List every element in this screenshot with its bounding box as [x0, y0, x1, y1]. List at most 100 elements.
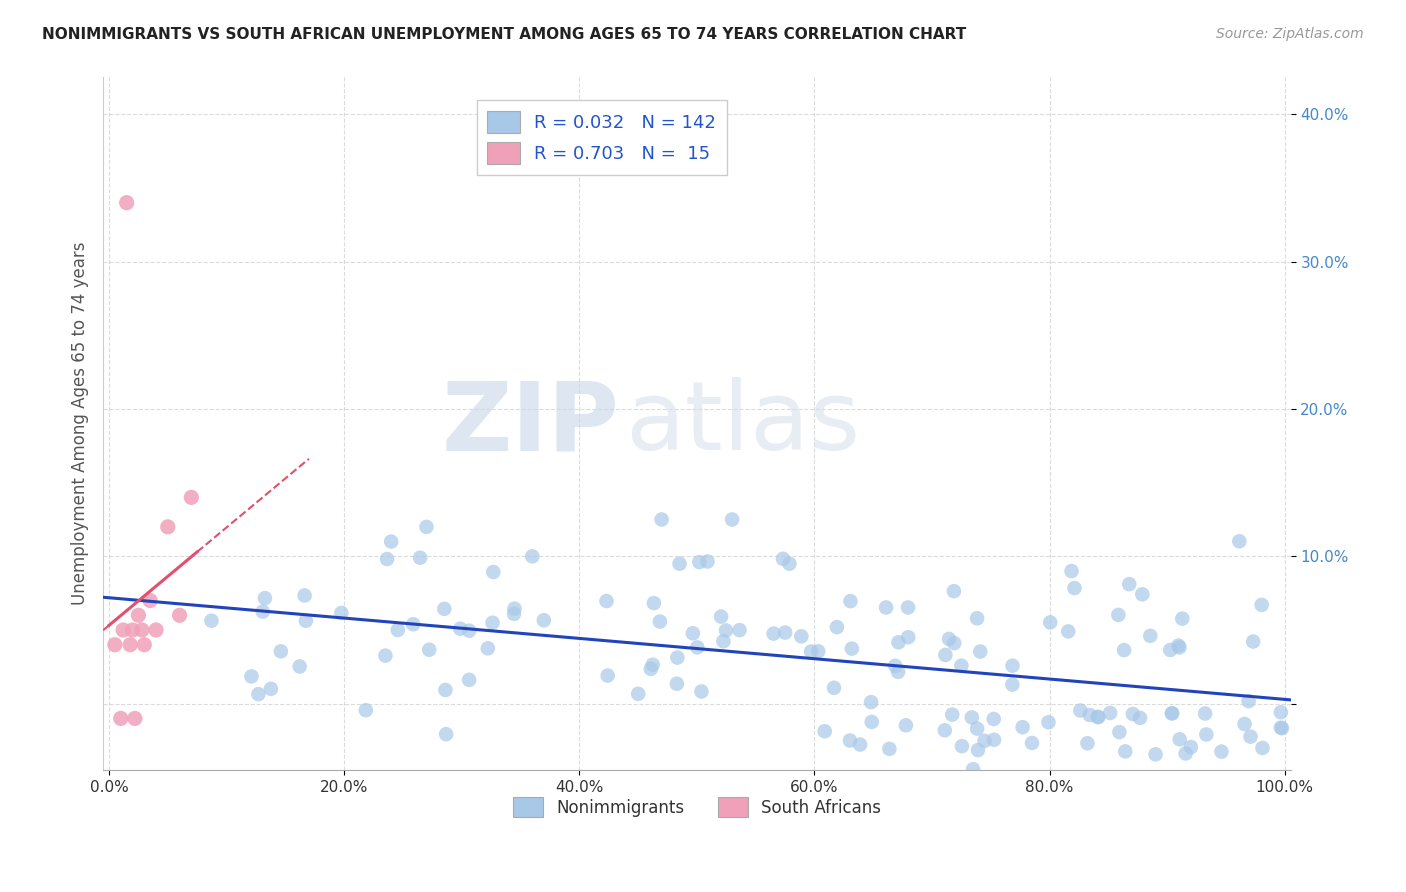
Point — [330, 606, 353, 620]
Point — [200, 614, 222, 628]
Point — [772, 551, 794, 566]
Point — [433, 602, 456, 616]
Point — [104, 638, 127, 652]
Point — [969, 644, 991, 658]
Point — [648, 615, 671, 629]
Point — [640, 662, 662, 676]
Point — [503, 601, 526, 615]
Point — [1144, 747, 1167, 762]
Point — [112, 623, 135, 637]
Point — [943, 636, 966, 650]
Point — [418, 642, 440, 657]
Point — [1129, 711, 1152, 725]
Point — [1241, 634, 1264, 648]
Point — [1227, 534, 1250, 549]
Point — [897, 600, 920, 615]
Point — [839, 733, 862, 747]
Point — [180, 491, 202, 505]
Point — [823, 681, 845, 695]
Point — [409, 550, 432, 565]
Point — [1063, 581, 1085, 595]
Point — [839, 594, 862, 608]
Point — [773, 625, 796, 640]
Text: NONIMMIGRANTS VS SOUTH AFRICAN UNEMPLOYMENT AMONG AGES 65 TO 74 YEARS CORRELATIO: NONIMMIGRANTS VS SOUTH AFRICAN UNEMPLOYM… — [42, 27, 966, 42]
Point — [482, 565, 505, 579]
Point — [1038, 715, 1060, 730]
Point — [894, 718, 917, 732]
Point — [887, 635, 910, 649]
Point — [449, 622, 471, 636]
Point — [1011, 720, 1033, 734]
Point — [1171, 612, 1194, 626]
Point — [402, 617, 425, 632]
Point — [1237, 694, 1260, 708]
Point — [710, 609, 733, 624]
Point — [134, 638, 156, 652]
Point — [814, 724, 837, 739]
Point — [477, 641, 499, 656]
Point — [595, 594, 617, 608]
Point — [1060, 564, 1083, 578]
Point — [156, 520, 179, 534]
Point — [288, 659, 311, 673]
Point — [627, 687, 650, 701]
Point — [533, 613, 555, 627]
Point — [841, 641, 863, 656]
Point — [252, 605, 274, 619]
Point — [762, 626, 785, 640]
Point — [778, 557, 800, 571]
Point — [1021, 736, 1043, 750]
Point — [641, 657, 664, 672]
Point — [941, 707, 963, 722]
Point — [1233, 717, 1256, 731]
Point — [247, 687, 270, 701]
Point — [860, 714, 883, 729]
Point — [1168, 640, 1191, 655]
Point — [110, 711, 132, 725]
Point — [973, 733, 995, 747]
Point — [260, 681, 283, 696]
Point — [962, 762, 984, 776]
Point — [966, 611, 988, 625]
Point — [124, 711, 146, 725]
Point — [139, 593, 162, 607]
Point — [522, 549, 544, 564]
Point — [1194, 706, 1216, 721]
Point — [1001, 677, 1024, 691]
Point — [967, 743, 990, 757]
Point — [1114, 744, 1136, 758]
Point — [380, 534, 402, 549]
Point — [713, 634, 735, 648]
Text: ZIP: ZIP — [441, 377, 620, 470]
Point — [849, 738, 872, 752]
Point — [374, 648, 396, 663]
Point — [1271, 721, 1294, 735]
Point — [115, 195, 138, 210]
Point — [1270, 721, 1292, 735]
Point — [458, 673, 481, 687]
Point — [666, 650, 689, 665]
Point — [714, 624, 737, 638]
Point — [1057, 624, 1080, 639]
Point — [879, 742, 901, 756]
Point — [983, 712, 1005, 726]
Point — [875, 600, 897, 615]
Point — [1270, 706, 1292, 720]
Point — [1195, 727, 1218, 741]
Point — [983, 732, 1005, 747]
Point — [825, 620, 848, 634]
Point — [253, 591, 276, 606]
Point — [1250, 598, 1272, 612]
Point — [375, 552, 398, 566]
Point — [1180, 740, 1202, 755]
Point — [807, 644, 830, 658]
Point — [942, 584, 965, 599]
Point — [1130, 587, 1153, 601]
Point — [434, 727, 457, 741]
Point — [387, 623, 409, 637]
Point — [950, 658, 973, 673]
Point — [1174, 747, 1197, 761]
Point — [934, 723, 956, 738]
Point — [960, 710, 983, 724]
Point — [131, 623, 153, 637]
